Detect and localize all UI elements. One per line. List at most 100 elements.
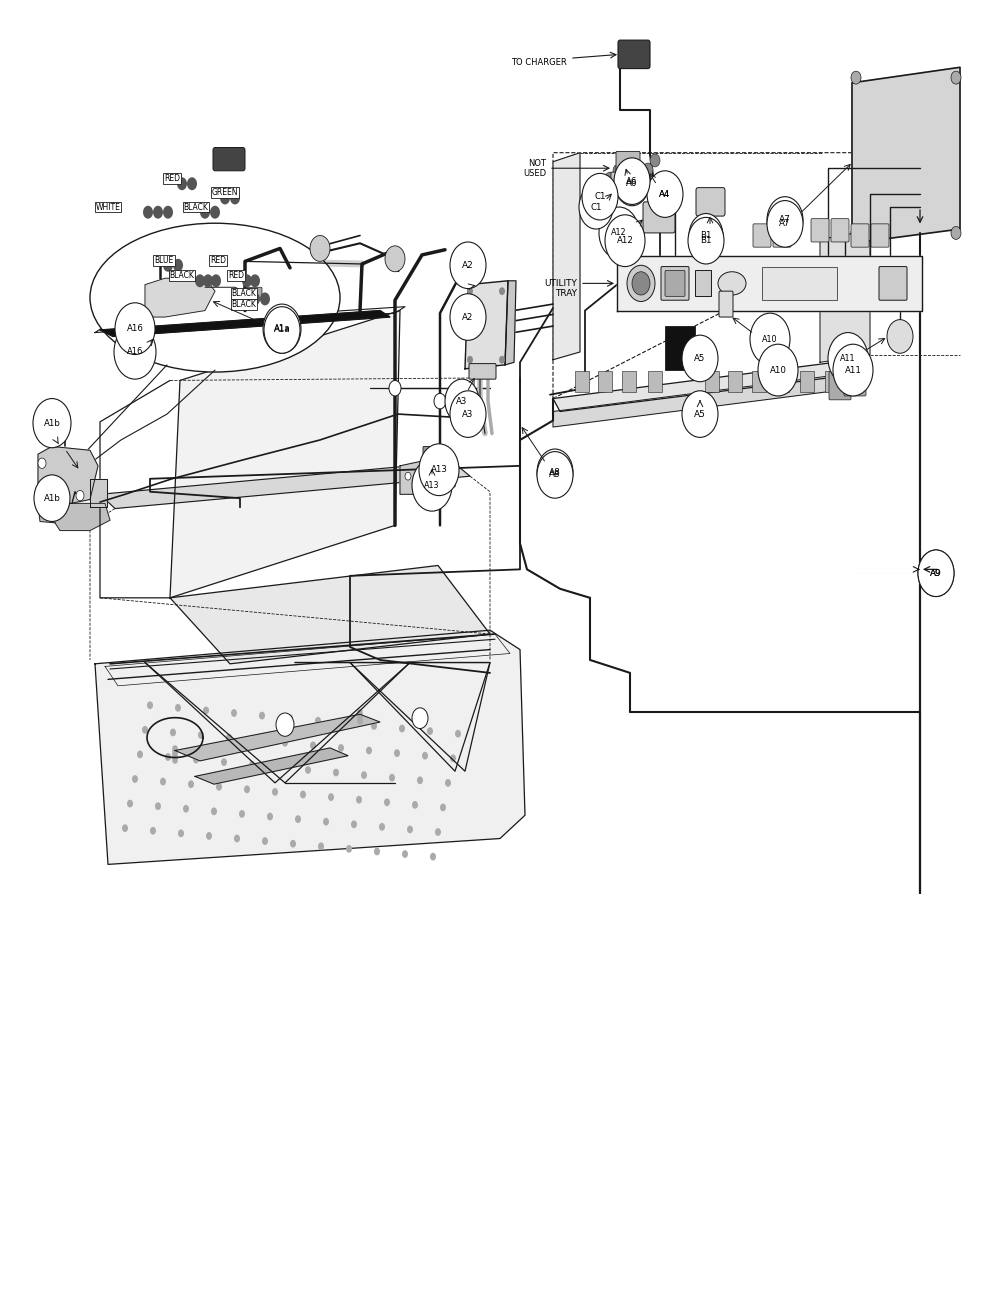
Circle shape	[343, 719, 349, 727]
Circle shape	[260, 292, 270, 305]
Bar	[598, 371, 612, 392]
Circle shape	[422, 752, 428, 760]
Circle shape	[178, 829, 184, 837]
Polygon shape	[175, 714, 380, 761]
Circle shape	[427, 727, 433, 735]
Polygon shape	[820, 230, 870, 362]
FancyBboxPatch shape	[831, 219, 849, 242]
Text: A2: A2	[462, 313, 474, 321]
Circle shape	[467, 356, 473, 364]
Polygon shape	[170, 565, 490, 664]
Circle shape	[282, 739, 288, 747]
Text: BLACK: BLACK	[232, 290, 256, 298]
Text: A4: A4	[659, 190, 671, 198]
Circle shape	[650, 154, 660, 167]
Text: C1: C1	[590, 203, 602, 211]
Text: A13: A13	[424, 481, 440, 489]
Polygon shape	[400, 459, 455, 494]
FancyBboxPatch shape	[665, 270, 685, 296]
Text: A3: A3	[462, 410, 474, 418]
Circle shape	[193, 756, 199, 763]
Circle shape	[412, 459, 452, 511]
Circle shape	[231, 709, 237, 717]
Circle shape	[450, 391, 486, 437]
Circle shape	[450, 294, 486, 340]
Circle shape	[310, 741, 316, 749]
Circle shape	[300, 791, 306, 798]
Circle shape	[33, 399, 71, 448]
Circle shape	[287, 714, 293, 722]
Text: A8: A8	[549, 471, 561, 479]
Text: A2: A2	[462, 261, 474, 269]
Circle shape	[318, 842, 324, 850]
Circle shape	[216, 783, 222, 791]
Ellipse shape	[90, 223, 340, 373]
Circle shape	[445, 779, 451, 787]
Circle shape	[412, 801, 418, 809]
FancyBboxPatch shape	[696, 188, 725, 216]
Text: A16: A16	[127, 348, 143, 356]
Circle shape	[323, 818, 329, 826]
Circle shape	[210, 206, 220, 219]
Text: A10: A10	[770, 366, 786, 374]
Bar	[762, 267, 837, 300]
Circle shape	[221, 758, 227, 766]
Circle shape	[143, 206, 153, 219]
Circle shape	[187, 177, 197, 190]
Circle shape	[264, 307, 300, 353]
Circle shape	[234, 835, 240, 842]
Text: A11: A11	[845, 366, 861, 374]
Circle shape	[277, 763, 283, 771]
Text: A5: A5	[694, 355, 706, 362]
Text: A1a: A1a	[274, 325, 290, 333]
Circle shape	[356, 796, 362, 804]
Circle shape	[412, 708, 428, 729]
Circle shape	[605, 172, 615, 185]
Circle shape	[155, 802, 161, 810]
Bar	[775, 371, 789, 392]
Circle shape	[295, 815, 301, 823]
Polygon shape	[95, 630, 525, 864]
Circle shape	[142, 726, 148, 734]
Circle shape	[385, 246, 405, 272]
Text: A8: A8	[549, 468, 561, 476]
Bar	[825, 371, 839, 392]
Circle shape	[615, 162, 649, 206]
Circle shape	[402, 850, 408, 858]
Circle shape	[389, 380, 401, 396]
Circle shape	[226, 734, 232, 741]
Text: BLUE: BLUE	[154, 256, 174, 264]
Text: A7: A7	[779, 216, 791, 224]
Circle shape	[767, 201, 803, 247]
Circle shape	[114, 325, 156, 379]
Circle shape	[454, 380, 466, 396]
Text: A6: A6	[626, 177, 638, 185]
Circle shape	[262, 837, 268, 845]
Circle shape	[499, 287, 505, 295]
FancyBboxPatch shape	[643, 202, 675, 233]
Text: GREEN: GREEN	[212, 189, 238, 197]
FancyBboxPatch shape	[247, 287, 262, 300]
Circle shape	[267, 813, 273, 820]
Circle shape	[177, 177, 187, 190]
Circle shape	[614, 158, 650, 204]
Circle shape	[290, 840, 296, 848]
Text: UTILITY: UTILITY	[544, 280, 577, 287]
Polygon shape	[100, 311, 390, 336]
Circle shape	[147, 701, 153, 709]
FancyBboxPatch shape	[423, 465, 445, 483]
Text: A16: A16	[127, 325, 143, 333]
Polygon shape	[90, 479, 107, 507]
Circle shape	[160, 778, 166, 785]
Circle shape	[249, 761, 255, 769]
Polygon shape	[100, 462, 470, 509]
Circle shape	[188, 780, 194, 788]
Text: NOT: NOT	[528, 159, 546, 167]
Circle shape	[38, 490, 46, 501]
Circle shape	[632, 272, 650, 295]
Circle shape	[499, 356, 505, 364]
Polygon shape	[170, 311, 400, 598]
Circle shape	[389, 774, 395, 782]
Circle shape	[244, 785, 250, 793]
Circle shape	[259, 712, 265, 719]
